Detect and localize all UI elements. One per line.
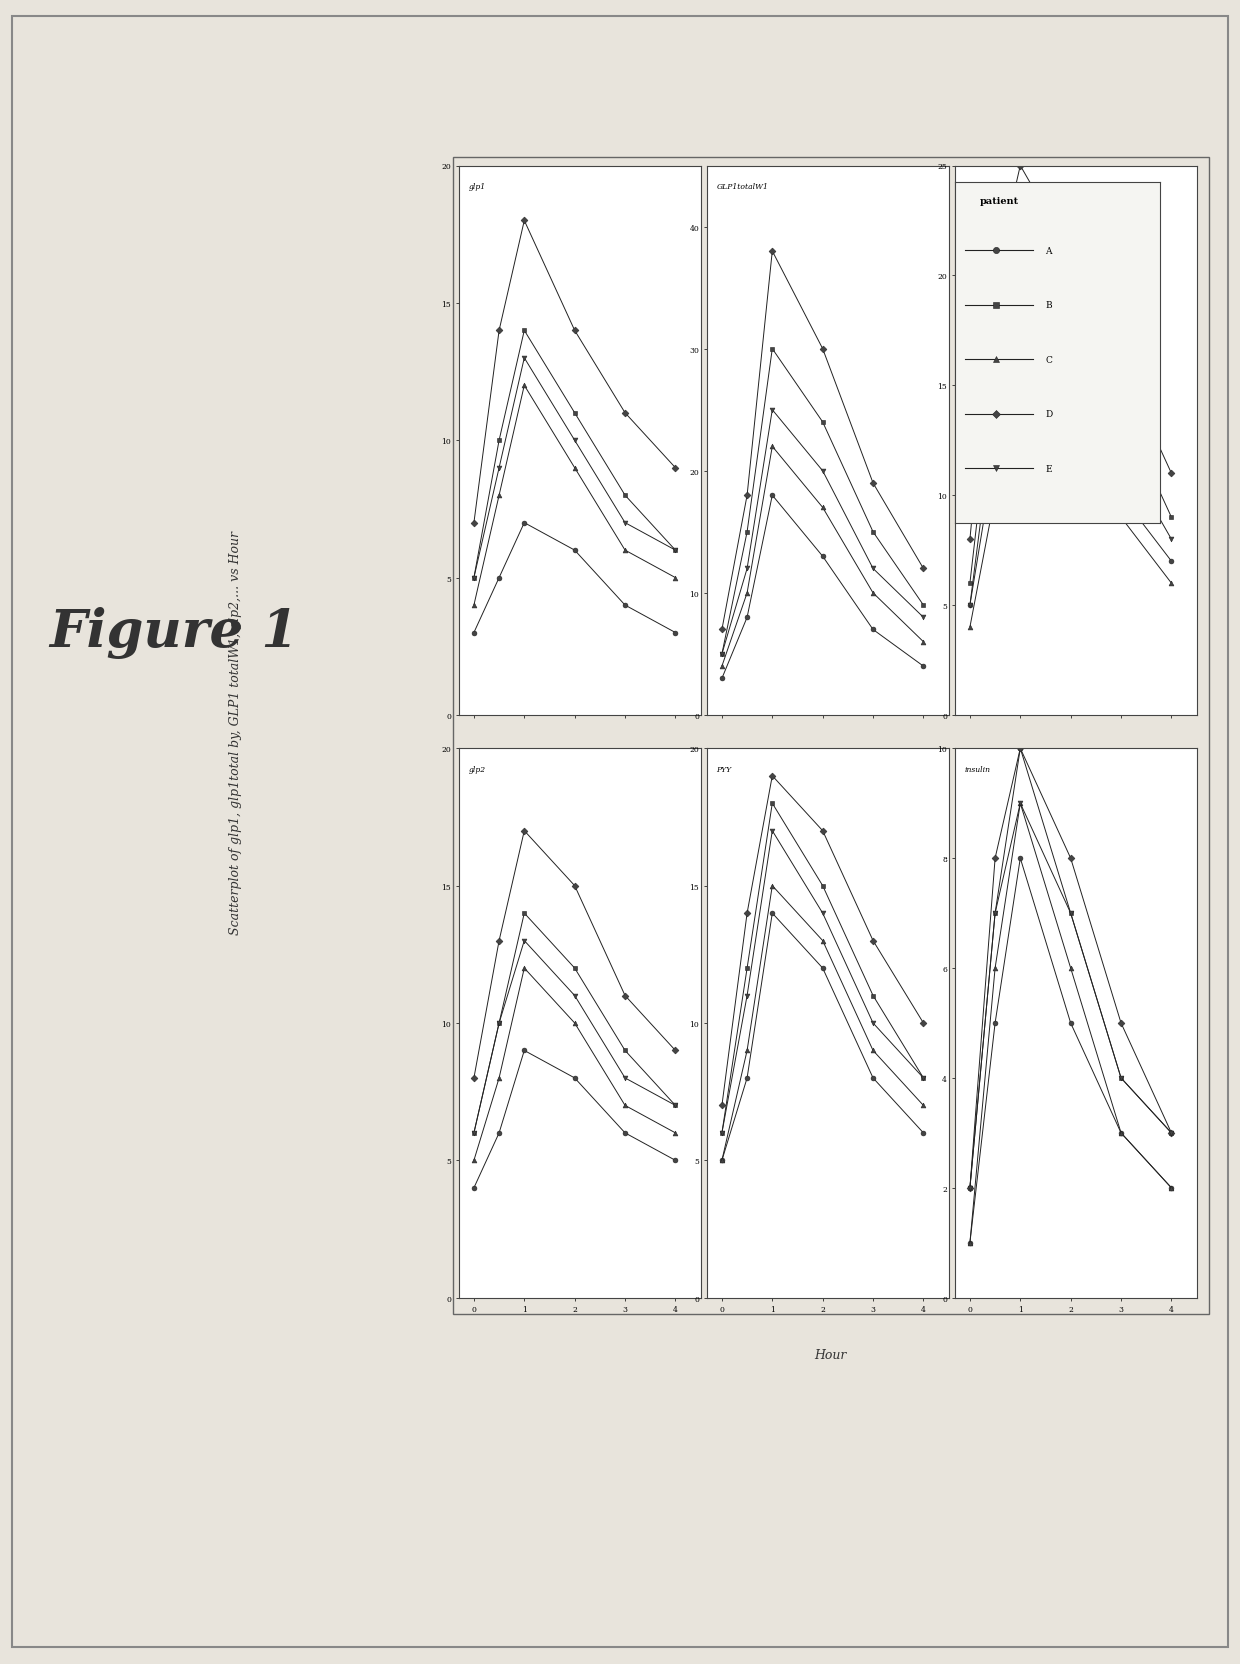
Text: Figure 1: Figure 1 xyxy=(50,606,299,659)
Text: E: E xyxy=(1045,464,1052,473)
Text: Hour: Hour xyxy=(815,1348,847,1361)
Text: glp1: glp1 xyxy=(469,183,486,191)
Text: Scatterplot of glp1, glp1total by, GLP1 totalW1, glp2,... vs Hour: Scatterplot of glp1, glp1total by, GLP1 … xyxy=(229,531,242,934)
Text: C: C xyxy=(1045,356,1052,364)
Text: PYY: PYY xyxy=(717,765,732,774)
Text: insulin: insulin xyxy=(965,765,991,774)
Text: patient: patient xyxy=(980,196,1018,205)
Text: D: D xyxy=(1045,409,1053,419)
Text: B: B xyxy=(1045,301,1052,310)
Text: A: A xyxy=(1045,246,1052,256)
Text: GLP1totalW1: GLP1totalW1 xyxy=(717,183,769,191)
Text: GIP totalW1 PLASMA: GIP totalW1 PLASMA xyxy=(965,183,1048,191)
Text: glp2: glp2 xyxy=(469,765,486,774)
